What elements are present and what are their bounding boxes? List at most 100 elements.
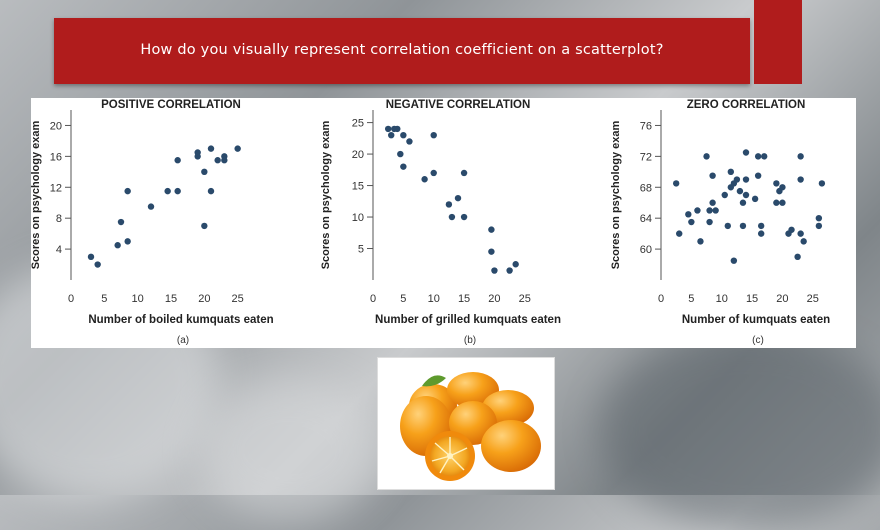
x-tick-label: 15 <box>746 293 758 305</box>
data-point <box>430 131 437 139</box>
x-tick-label: 10 <box>716 293 728 305</box>
data-point <box>818 180 826 187</box>
data-point <box>773 180 780 187</box>
data-point <box>685 211 692 218</box>
data-point <box>703 153 710 160</box>
data-point <box>742 149 750 156</box>
data-point <box>733 176 741 183</box>
x-tick-label: 10 <box>428 293 440 305</box>
data-point <box>761 153 768 160</box>
data-point <box>400 163 407 170</box>
scatterplot-3: ZERO CORRELATION 60 64 68 72 76 0 5 10 15 20 25 Scor… <box>610 99 830 346</box>
kumquat-photo <box>377 357 555 490</box>
title-bar: How do you visually represent correlatio… <box>54 18 750 84</box>
data-point <box>800 238 807 245</box>
data-point <box>724 222 731 230</box>
data-point <box>706 207 713 214</box>
data-point <box>754 172 762 179</box>
data-point <box>739 222 747 230</box>
data-point <box>757 230 765 237</box>
data-point <box>400 131 407 139</box>
data-point <box>124 238 131 245</box>
data-point <box>742 176 750 183</box>
kumquat-illustration <box>400 372 541 481</box>
x-axis-label: Number of kumquats eaten <box>682 314 830 326</box>
data-point <box>706 218 713 226</box>
data-point <box>174 187 181 195</box>
data-point <box>797 176 804 183</box>
data-point <box>460 169 468 177</box>
y-axis-label: Scores on psychology exam <box>610 121 622 270</box>
data-point <box>779 184 786 191</box>
data-point <box>384 125 392 133</box>
data-point <box>797 153 804 160</box>
data-point <box>201 222 208 230</box>
x-tick-label: 20 <box>776 293 788 305</box>
data-point <box>739 199 747 206</box>
background-blot <box>600 330 880 530</box>
y-tick-label: 68 <box>640 182 652 194</box>
data-point <box>445 201 453 208</box>
title-accent-tab <box>754 0 802 84</box>
x-tick-label: 5 <box>400 293 406 305</box>
data-point <box>454 194 462 202</box>
data-point <box>512 261 519 268</box>
data-point <box>742 191 750 199</box>
y-tick-label: 64 <box>640 213 652 225</box>
chart-title: ZERO CORRELATION <box>687 99 806 111</box>
x-tick-label: 0 <box>658 293 664 305</box>
data-point <box>207 187 215 195</box>
x-tick-label: 5 <box>101 293 107 305</box>
y-tick-label: 10 <box>352 212 364 224</box>
data-point <box>406 138 413 145</box>
data-point <box>736 187 744 195</box>
y-tick-label: 4 <box>56 244 62 256</box>
scatterplots: POSITIVE CORRELATION 4 8 12 16 20 0 5 10 15 20 25 Sc… <box>30 99 830 346</box>
data-point <box>117 218 125 226</box>
data-point <box>194 153 201 160</box>
y-tick-label: 12 <box>50 182 62 194</box>
data-point <box>694 207 701 214</box>
data-point <box>797 230 804 237</box>
data-point <box>221 157 228 164</box>
data-point <box>779 199 786 206</box>
chart-caption: (a) <box>177 335 189 346</box>
y-tick-label: 72 <box>640 151 652 163</box>
data-point <box>124 187 131 195</box>
data-point <box>94 261 101 268</box>
data-point <box>730 257 738 264</box>
data-point <box>815 214 823 222</box>
data-point <box>697 238 704 245</box>
y-tick-label: 76 <box>640 120 652 132</box>
data-point <box>488 248 495 255</box>
scatterplot-1: POSITIVE CORRELATION 4 8 12 16 20 0 5 10 15 20 25 Sc… <box>30 99 274 346</box>
x-tick-label: 15 <box>165 293 177 305</box>
y-axis-label: Scores on psychology exam <box>31 121 42 270</box>
data-point <box>164 187 171 195</box>
y-tick-label: 5 <box>358 244 364 256</box>
data-point <box>214 157 221 164</box>
data-point <box>794 253 801 261</box>
x-tick-label: 20 <box>488 293 500 305</box>
data-point <box>147 203 155 210</box>
chart-caption: (b) <box>464 335 476 346</box>
y-tick-label: 15 <box>352 181 364 193</box>
data-point <box>460 213 468 221</box>
x-tick-label: 20 <box>198 293 210 305</box>
chart-title: NEGATIVE CORRELATION <box>386 99 531 111</box>
data-point <box>721 191 728 199</box>
data-point <box>751 195 759 203</box>
x-tick-label: 5 <box>688 293 694 305</box>
y-tick-label: 25 <box>352 118 364 130</box>
data-point <box>672 180 680 187</box>
x-tick-label: 10 <box>132 293 144 305</box>
data-point <box>709 199 716 206</box>
chart-title: POSITIVE CORRELATION <box>101 99 241 111</box>
x-tick-label: 0 <box>370 293 376 305</box>
data-point <box>709 172 716 179</box>
x-tick-label: 0 <box>68 293 74 305</box>
scatterplot-2: NEGATIVE CORRELATION 5 10 15 20 25 0 5 10 15 20 25 S… <box>320 99 561 346</box>
data-point <box>676 230 683 237</box>
slide-title: How do you visually represent correlatio… <box>140 42 664 58</box>
x-tick-label: 25 <box>232 293 244 305</box>
